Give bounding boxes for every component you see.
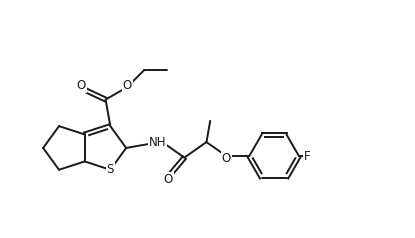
Text: O: O: [76, 79, 86, 92]
Text: S: S: [107, 163, 114, 176]
Text: O: O: [222, 152, 231, 165]
Text: NH: NH: [149, 136, 166, 149]
Text: O: O: [164, 173, 173, 186]
Text: F: F: [304, 149, 311, 163]
Text: O: O: [122, 79, 132, 92]
